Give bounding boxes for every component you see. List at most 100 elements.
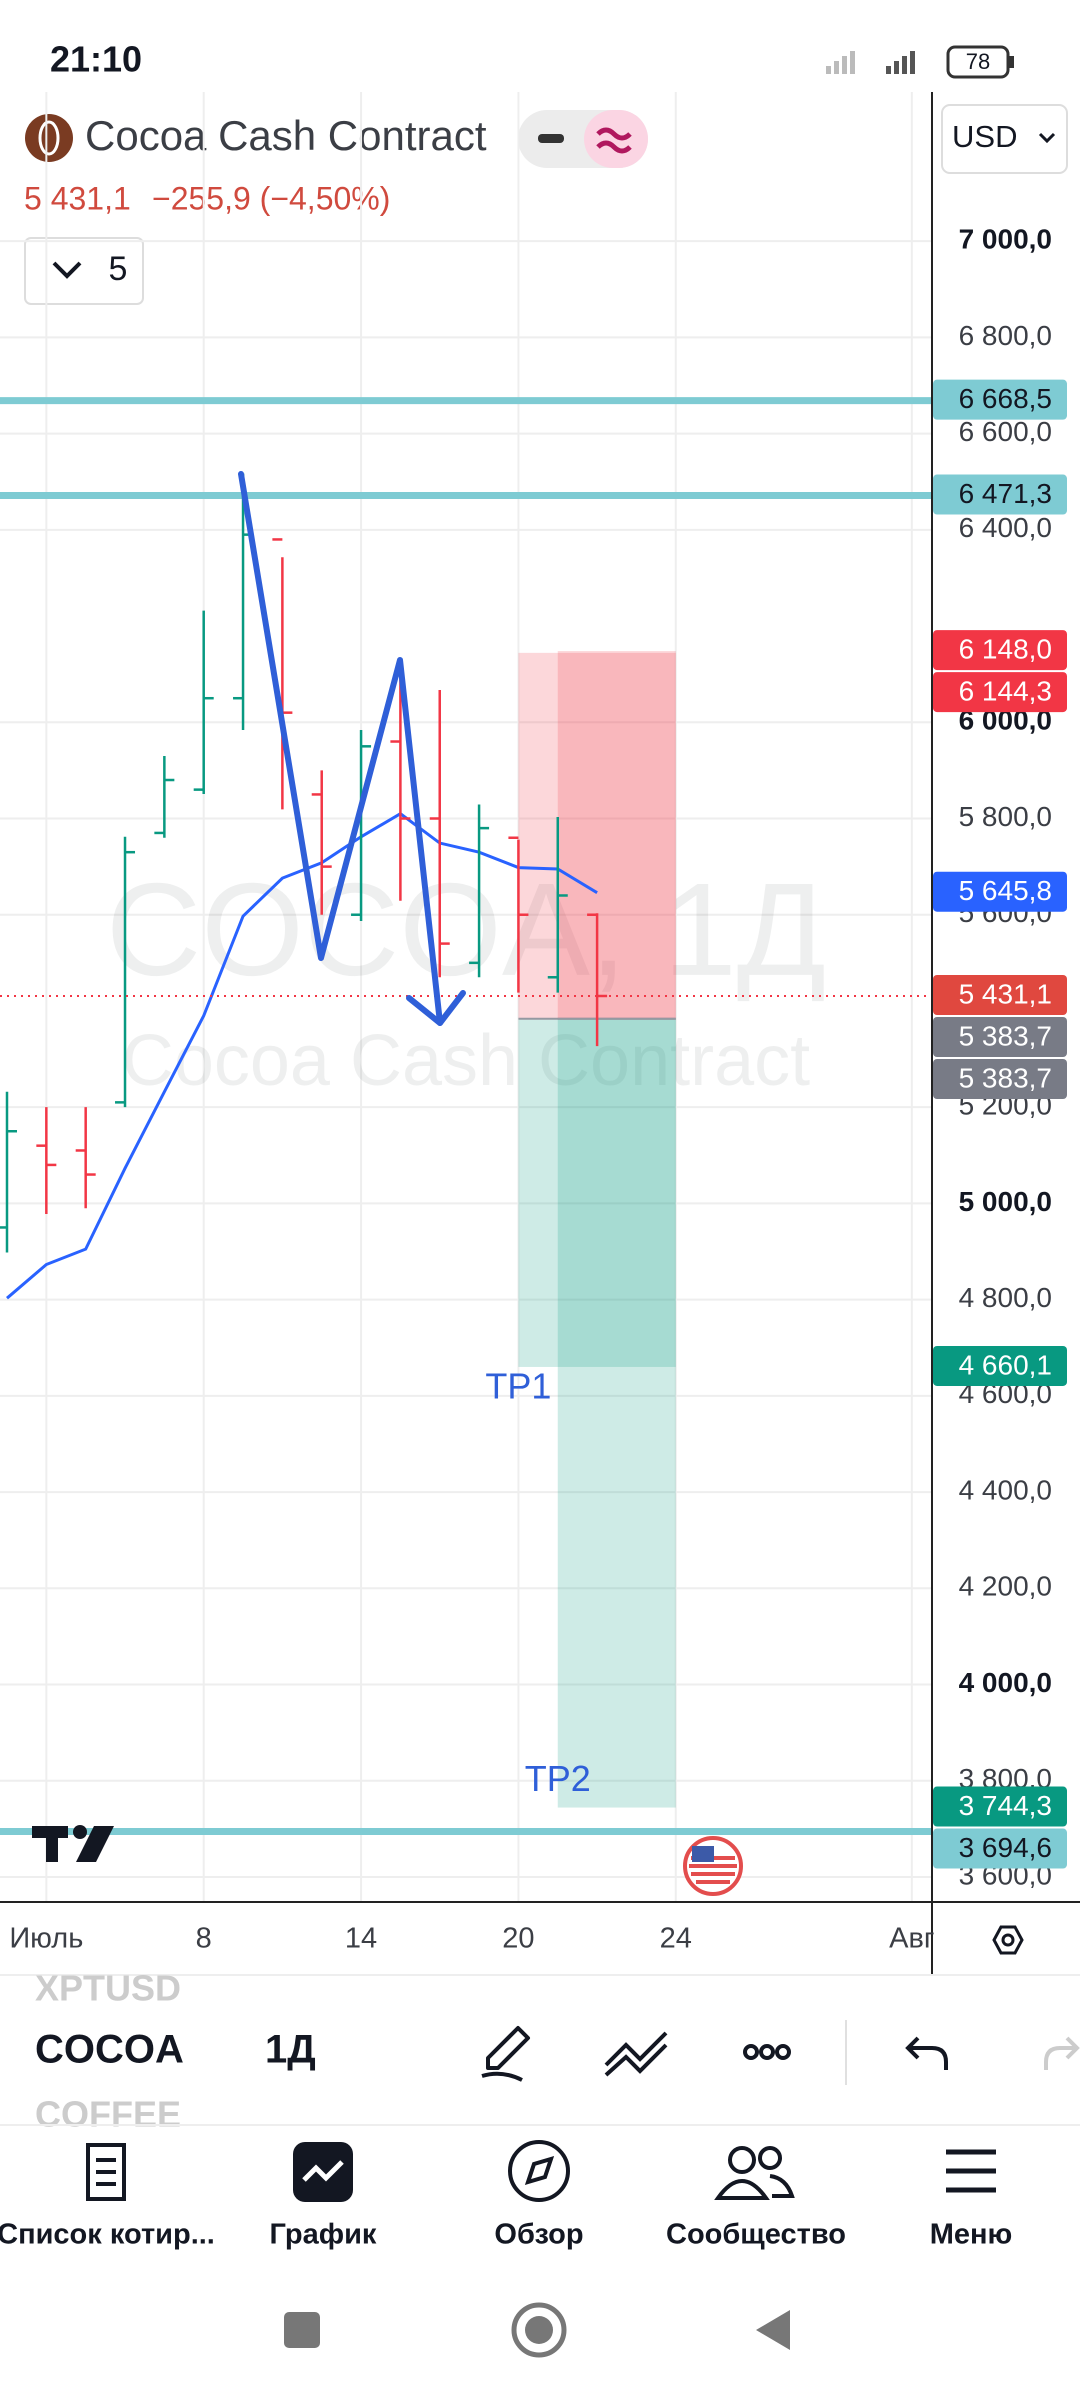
- battery-tip: [1009, 56, 1014, 68]
- chart-icon-line: [302, 2160, 344, 2182]
- sys-home-ring[interactable]: [511, 2302, 567, 2358]
- symbol-icon-bean: [38, 120, 60, 156]
- nav-label[interactable]: Обзор: [494, 2219, 583, 2251]
- explore-icon[interactable]: [508, 2140, 570, 2202]
- x-tick-label: 14: [345, 1923, 377, 1955]
- battery: [946, 45, 1010, 79]
- price-tag: [933, 630, 1067, 671]
- x-tick-label: 8: [196, 1923, 212, 1955]
- symbol-icon: [25, 114, 73, 162]
- price-tag-label: 5 383,7: [959, 1020, 1052, 1051]
- sys-recents[interactable]: [284, 2312, 320, 2348]
- watermark-subtitle: Cocoa Cash Contract: [122, 1021, 810, 1101]
- settings-icon[interactable]: [992, 1925, 1024, 1955]
- price-tag-label: 5 431,1: [959, 978, 1052, 1009]
- symbol-title[interactable]: Cocoa Cash Contract: [85, 112, 487, 159]
- stop-zone: [557, 651, 676, 1019]
- price-tag: [933, 1786, 1067, 1827]
- price-tag: [933, 379, 1067, 420]
- y-tick-label: 4 200,0: [959, 1571, 1052, 1602]
- zigzag-arrow: [406, 990, 466, 1026]
- watermark: COCOA, 1Д: [106, 856, 826, 1003]
- last-price: 5 431,1: [24, 180, 131, 216]
- nav-label[interactable]: Меню: [930, 2219, 1013, 2251]
- price-tag-label: 6 471,3: [959, 478, 1052, 509]
- more-tool[interactable]: [743, 2044, 791, 2060]
- interval-dropdown[interactable]: [24, 237, 144, 305]
- watchlist-icon[interactable]: [86, 2143, 126, 2201]
- y-tick-label: 4 000,0: [959, 1667, 1052, 1698]
- y-tick-label: 6 600,0: [959, 416, 1052, 447]
- price-tag: [933, 1016, 1067, 1057]
- currency: USD: [952, 119, 1017, 154]
- currency-chevron: [1038, 132, 1056, 144]
- country-flag[interactable]: [683, 1836, 743, 1896]
- zigzag-line: [238, 471, 443, 1026]
- x-tick-label: Авг: [889, 1923, 934, 1955]
- price-tag-label: 6 144,3: [959, 675, 1052, 706]
- target-zone: [557, 1018, 676, 1808]
- interval[interactable]: 1Д: [265, 2028, 316, 2072]
- target-zone: [518, 1018, 676, 1367]
- price-tag-label: 6 148,0: [959, 633, 1052, 664]
- nav-label[interactable]: Сообщество: [666, 2219, 846, 2251]
- symbol[interactable]: COCOA: [35, 2028, 184, 2072]
- price-tag: [933, 974, 1067, 1015]
- battery-level: 78: [966, 49, 990, 74]
- toggle-dash: [538, 134, 564, 143]
- price-change: −255,9 (−4,50%): [152, 180, 390, 216]
- signal-icons: [826, 51, 915, 74]
- nav-labels: Список котир... График Обзор Сообщество Меню: [0, 2219, 1012, 2251]
- target-label: TP1: [485, 1365, 551, 1406]
- sys-back[interactable]: [756, 2310, 790, 2350]
- price-tag: [933, 474, 1067, 515]
- status-time: 21:10: [50, 39, 142, 80]
- tv-logo: [32, 1825, 114, 1862]
- y-tick-label: 5 800,0: [959, 801, 1052, 832]
- toggle-wave: [596, 127, 632, 154]
- price-tag: [933, 871, 1067, 912]
- trend-tool[interactable]: [604, 2031, 668, 2077]
- y-tick-label: 6 400,0: [959, 512, 1052, 543]
- x-tick-label: Июль: [9, 1923, 83, 1955]
- redo[interactable]: [1044, 2036, 1080, 2070]
- price-tag-label: 6 668,5: [959, 383, 1052, 414]
- price-tag-label: 4 660,1: [959, 1349, 1052, 1380]
- price-tag: [933, 672, 1067, 713]
- moving-average: [6, 811, 598, 1300]
- interval-count: 5: [109, 250, 128, 288]
- community-icon[interactable]: [714, 2146, 795, 2200]
- target-label: TP2: [525, 1758, 591, 1799]
- price-tag-label: 3 744,3: [959, 1790, 1052, 1821]
- nav-label[interactable]: Список котир...: [0, 2219, 215, 2251]
- draw-tool[interactable]: [481, 2026, 530, 2082]
- price-tag-label: 5 645,8: [959, 875, 1052, 906]
- drawing-zigzag[interactable]: [238, 471, 466, 1026]
- sys-home: [525, 2316, 553, 2344]
- y-tick-label: 7 000,0: [959, 224, 1052, 255]
- price-tag: [933, 1058, 1067, 1099]
- y-tick-label: 4 400,0: [959, 1474, 1052, 1505]
- nav-label[interactable]: График: [270, 2219, 377, 2251]
- dropdown-chevron: [52, 261, 82, 279]
- y-tick-label: 6 800,0: [959, 320, 1052, 351]
- y-tick-label: 5 000,0: [959, 1186, 1052, 1217]
- prev-symbol[interactable]: XPTUSD: [35, 1968, 181, 2009]
- x-tick-label: 24: [660, 1923, 692, 1955]
- toggle-active[interactable]: [584, 110, 648, 168]
- next-symbol[interactable]: COFFEE: [35, 2094, 181, 2135]
- price-tags: 6 668,5 6 471,3 6 148,0 6 144,3 5 645,8 5 431…: [933, 379, 1067, 1869]
- x-tick-label: 20: [502, 1923, 534, 1955]
- plot: TP1 TP2: [0, 397, 932, 1835]
- y-tick-label: 4 800,0: [959, 1282, 1052, 1313]
- price-tag-label: 3 694,6: [959, 1832, 1052, 1863]
- price-tag: [933, 1828, 1067, 1869]
- undo[interactable]: [905, 2036, 948, 2070]
- price-tag: [933, 1345, 1067, 1386]
- price-tag-label: 5 383,7: [959, 1062, 1052, 1093]
- currency-selector[interactable]: [941, 104, 1068, 174]
- menu-icon[interactable]: [946, 2149, 996, 2193]
